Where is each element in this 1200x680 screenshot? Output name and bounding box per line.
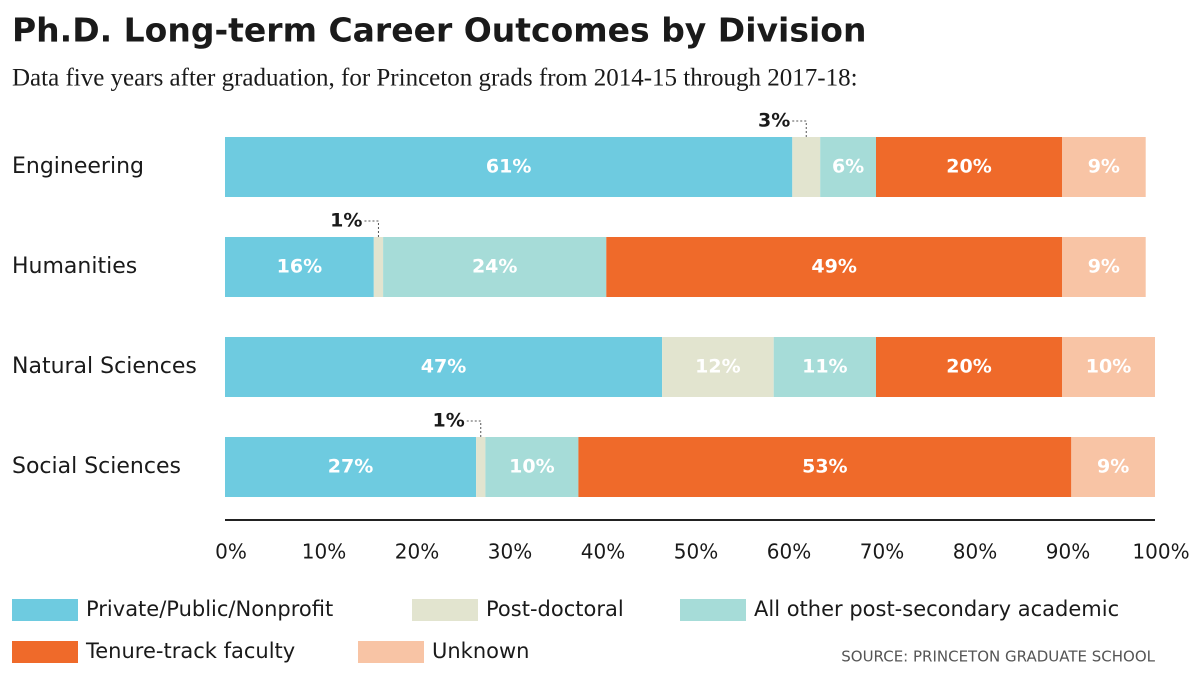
value-label: 20% — [946, 356, 991, 378]
legend-swatch — [12, 641, 78, 663]
bar-segment — [476, 437, 486, 497]
bar-segment — [225, 437, 477, 497]
bar-segment — [876, 137, 1062, 197]
bar-segment — [876, 337, 1062, 397]
legend-label: All other post-secondary academic — [754, 597, 1119, 621]
leader-line — [792, 120, 807, 137]
bar-segment — [792, 137, 821, 197]
legend-swatch — [412, 599, 478, 621]
x-tick-label: 40% — [581, 540, 625, 564]
x-tick-label: 90% — [1046, 540, 1090, 564]
x-tick-label: 30% — [488, 540, 532, 564]
value-label: 9% — [1097, 456, 1129, 478]
bar-segment — [225, 237, 374, 297]
leader-line — [364, 220, 379, 237]
value-label: 49% — [811, 256, 856, 278]
bar-segment — [225, 337, 663, 397]
value-label: 1% — [432, 410, 464, 432]
x-tick-label: 60% — [767, 540, 811, 564]
x-tick-label: 0% — [215, 540, 247, 564]
bar-segment — [606, 237, 1062, 297]
bar-segment — [373, 237, 384, 297]
value-label: 10% — [509, 456, 554, 478]
chart-subtitle: Data five years after graduation, for Pr… — [12, 65, 858, 92]
value-label: 47% — [421, 356, 466, 378]
value-label: 24% — [472, 256, 517, 278]
bar-segment — [578, 437, 1072, 497]
value-label: 9% — [1088, 156, 1120, 178]
bar-segment — [1062, 137, 1146, 197]
chart-title: Ph.D. Long-term Career Outcomes by Divis… — [12, 11, 866, 50]
value-label: 6% — [832, 156, 864, 178]
legend-label: Tenure-track faculty — [85, 639, 295, 663]
legend-swatch — [680, 599, 746, 621]
x-tick-label: 100% — [1132, 540, 1189, 564]
legend-label: Unknown — [432, 639, 529, 663]
category-label: Social Sciences — [12, 454, 181, 479]
bar-segment — [773, 337, 876, 397]
value-label: 61% — [486, 156, 531, 178]
x-tick-label: 10% — [302, 540, 346, 564]
bar-segment — [1071, 437, 1155, 497]
value-label: 27% — [328, 456, 373, 478]
x-tick-label: 20% — [395, 540, 439, 564]
value-label: 20% — [946, 156, 991, 178]
value-label: 9% — [1088, 256, 1120, 278]
bar-segment — [383, 237, 607, 297]
value-label: 11% — [802, 356, 847, 378]
x-tick-label: 50% — [674, 540, 718, 564]
leader-line — [466, 420, 482, 437]
legend-label: Post-doctoral — [486, 597, 624, 621]
bar-segment — [1062, 237, 1146, 297]
value-label: 16% — [277, 256, 322, 278]
value-label: 10% — [1086, 356, 1131, 378]
bar-segment — [1062, 337, 1155, 397]
category-label: Engineering — [12, 154, 144, 179]
category-label: Natural Sciences — [12, 354, 197, 379]
bar-segment — [225, 137, 793, 197]
legend-swatch — [12, 599, 78, 621]
value-label: 1% — [330, 210, 362, 232]
x-tick-label: 80% — [953, 540, 997, 564]
category-label: Humanities — [12, 254, 137, 279]
legend-label: Private/Public/Nonprofit — [86, 597, 333, 621]
value-label: 53% — [802, 456, 847, 478]
bar-segment — [662, 337, 774, 397]
source: SOURCE: PRINCETON GRADUATE SCHOOL — [841, 648, 1155, 666]
value-label: 12% — [695, 356, 740, 378]
x-tick-label: 70% — [860, 540, 904, 564]
value-label: 3% — [758, 110, 790, 132]
bar-segment — [820, 137, 876, 197]
legend-swatch — [358, 641, 424, 663]
bar-segment — [485, 437, 579, 497]
